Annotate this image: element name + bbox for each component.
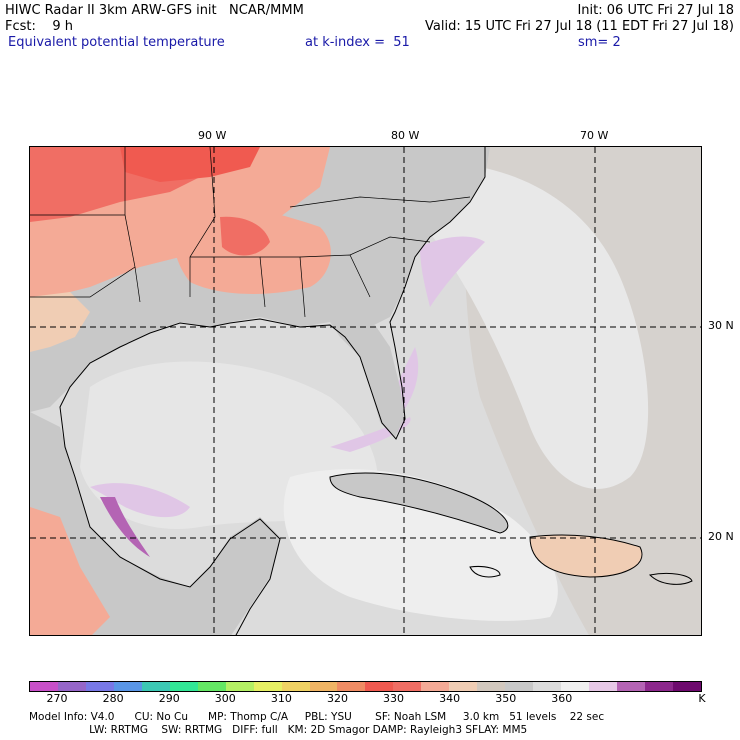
warm-region-e [220, 216, 270, 256]
map-panel [29, 146, 702, 636]
warm-region-f [30, 292, 90, 352]
purple-streak-d [420, 236, 485, 307]
color-swatch-8 [253, 682, 282, 691]
color-swatch-21 [617, 682, 645, 691]
color-swatch-14 [421, 682, 450, 691]
color-swatch-10 [309, 682, 338, 691]
smoothing: sm= 2 [578, 35, 621, 50]
lon-label-70w: 70 W [580, 129, 609, 142]
color-swatch-11 [337, 682, 366, 691]
cuba-land [330, 472, 508, 532]
color-swatch-17 [505, 682, 534, 691]
color-swatch-15 [449, 682, 478, 691]
color-swatch-7 [225, 682, 254, 691]
color-swatch-1 [57, 682, 86, 691]
scale-label-4: 310 [270, 692, 292, 705]
color-swatch-13 [393, 682, 422, 691]
init-time: Init: 06 UTC Fri 27 Jul 18 [577, 3, 734, 18]
hispaniola-land [530, 535, 642, 577]
color-swatch-0 [30, 682, 58, 691]
color-swatch-3 [113, 682, 142, 691]
color-swatch-4 [141, 682, 170, 691]
color-swatch-12 [365, 682, 394, 691]
state-borders [30, 147, 471, 318]
color-swatch-16 [477, 682, 506, 691]
lon-label-80w: 80 W [391, 129, 420, 142]
color-swatch-18 [533, 682, 562, 691]
valid-time: Valid: 15 UTC Fri 27 Jul 18 (11 EDT Fri … [425, 19, 734, 34]
mexico-warm [30, 507, 110, 635]
purple-streak-a [90, 483, 190, 518]
forecast-hour: Fcst: 9 h [5, 19, 74, 34]
color-swatch-6 [197, 682, 226, 691]
scale-label-2: 290 [158, 692, 180, 705]
model-info-line1: Model Info: V4.0 CU: No Cu MP: Thomp C/A… [29, 711, 605, 723]
scale-label-8: 350 [495, 692, 517, 705]
scale-label-7: 340 [439, 692, 461, 705]
warm-region-c [120, 147, 260, 182]
model-title: HIWC Radar II 3km ARW-GFS init NCAR/MMM [5, 3, 304, 18]
color-swatch-2 [85, 682, 114, 691]
scale-label-5: 320 [326, 692, 348, 705]
scale-label-1: 280 [102, 692, 124, 705]
lat-label-20n: 20 N [708, 530, 734, 543]
graticule [30, 147, 701, 635]
scale-label-9: 360 [551, 692, 573, 705]
theta-e-field-map [30, 147, 701, 635]
mexico-land [30, 412, 280, 635]
purple-streak-b [100, 497, 150, 557]
lat-label-30n: 30 N [708, 319, 734, 332]
color-swatch-19 [561, 682, 590, 691]
lon-label-90w: 90 W [198, 129, 227, 142]
scale-label-6: 330 [383, 692, 405, 705]
color-swatch-22 [644, 682, 673, 691]
color-swatch-23 [672, 682, 701, 691]
scale-label-0: 270 [46, 692, 68, 705]
scale-label-10: K [698, 692, 706, 705]
coastlines [59, 147, 693, 635]
color-swatch-5 [169, 682, 198, 691]
model-info-line2: LW: RRTMG SW: RRTMG DIFF: full KM: 2D Sm… [29, 724, 528, 736]
color-swatch-20 [589, 682, 618, 691]
color-swatch-9 [281, 682, 310, 691]
level-index: at k-index = 51 [305, 35, 410, 50]
scale-label-3: 300 [214, 692, 236, 705]
color-scale-bar [29, 681, 702, 692]
field-name: Equivalent potential temperature [8, 35, 225, 50]
